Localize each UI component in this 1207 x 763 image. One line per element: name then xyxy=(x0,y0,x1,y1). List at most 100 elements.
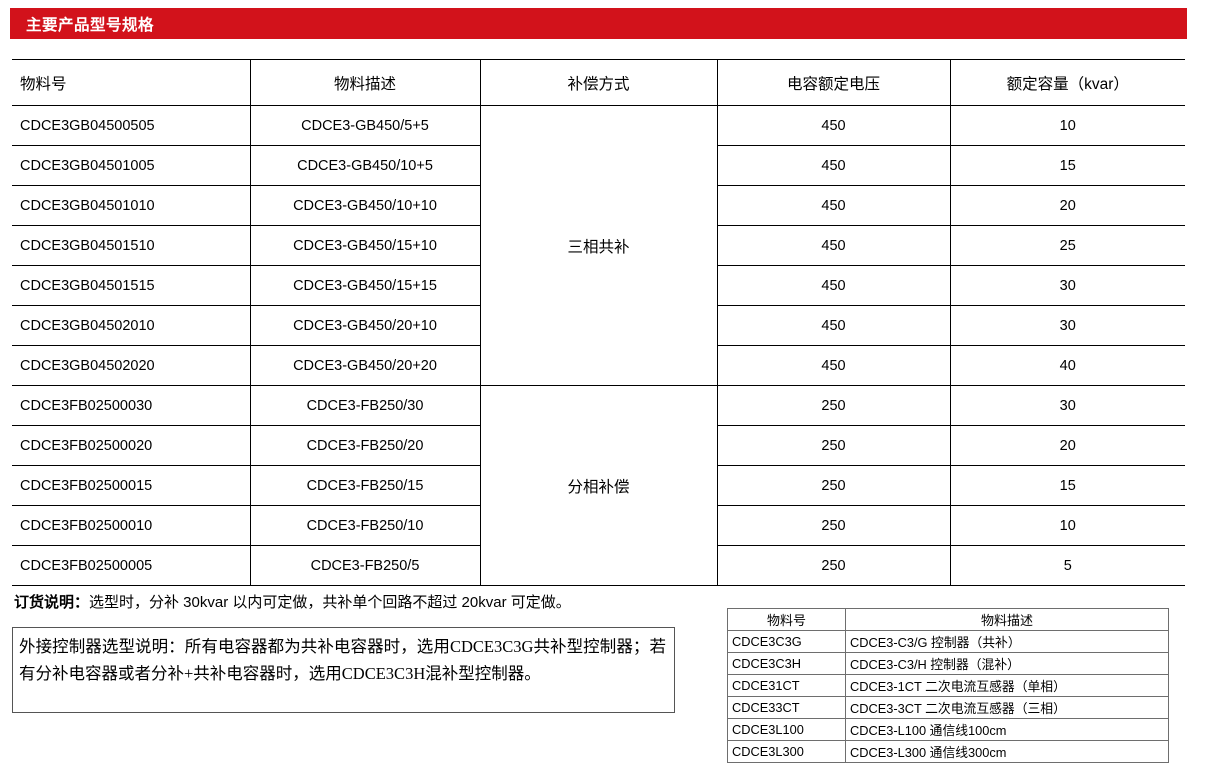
cell-material-desc: CDCE3-FB250/30 xyxy=(250,385,481,426)
accessories-table-body: CDCE3C3G CDCE3-C3/G 控制器（共补） CDCE3C3H CDCE3-… xyxy=(727,630,1169,763)
table-row: CDCE3C3H CDCE3-C3/H 控制器（混补） xyxy=(727,652,1169,675)
cell-rated-voltage: 450 xyxy=(717,105,951,146)
column-header-rated-capacity: 额定容量（kvar） xyxy=(950,59,1185,106)
cell-material-desc: CDCE3-FB250/15 xyxy=(250,465,481,506)
table-row: CDCE3L300 CDCE3-L300 通信线300cm xyxy=(727,740,1169,763)
cell-material-code: CDCE3GB04501010 xyxy=(12,185,251,226)
column-header-rated-voltage: 电容额定电压 xyxy=(717,59,951,106)
cell-accessory-code: CDCE31CT xyxy=(727,674,846,697)
cell-material-code: CDCE3FB02500015 xyxy=(12,465,251,506)
ordering-note: 订货说明：选型时，分补 30kvar 以内可定做，共补单个回路不超过 20kva… xyxy=(14,591,571,612)
table-row: CDCE3FB02500030 CDCE3-FB250/30 分相补偿 250 30 xyxy=(12,385,1185,586)
cell-material-desc: CDCE3-GB450/20+10 xyxy=(250,305,481,346)
cell-material-code: CDCE3GB04501005 xyxy=(12,145,251,186)
cell-rated-voltage: 450 xyxy=(717,185,951,226)
cell-material-desc: CDCE3-GB450/5+5 xyxy=(250,105,481,146)
cell-rated-voltage: 450 xyxy=(717,305,951,346)
cell-rated-capacity: 40 xyxy=(950,345,1185,386)
controller-selection-note: 外接控制器选型说明：所有电容器都为共补电容器时，选用CDCE3C3G共补型控制器… xyxy=(12,627,675,713)
cell-rated-voltage: 450 xyxy=(717,265,951,306)
table-row: CDCE3L100 CDCE3-L100 通信线100cm xyxy=(727,718,1169,741)
cell-material-code: CDCE3FB02500010 xyxy=(12,505,251,546)
cell-material-desc: CDCE3-FB250/10 xyxy=(250,505,481,546)
cell-rated-voltage: 250 xyxy=(717,425,951,466)
column-header-material-desc: 物料描述 xyxy=(250,59,481,106)
spec-table-body: CDCE3GB04500505 CDCE3-GB450/5+5 三相共补 450 10 C… xyxy=(12,105,1185,586)
cell-material-code: CDCE3GB04501510 xyxy=(12,225,251,266)
cell-rated-voltage: 250 xyxy=(717,505,951,546)
cell-material-code: CDCE3GB04501515 xyxy=(12,265,251,306)
cell-accessory-code: CDCE33CT xyxy=(727,696,846,719)
cell-rated-voltage: 450 xyxy=(717,145,951,186)
column-header-material-code: 物料号 xyxy=(12,59,251,106)
table-row: CDCE3FB02500015 CDCE3-FB250/15 250 15 xyxy=(12,465,1185,506)
table-row: CDCE3FB02500020 CDCE3-FB250/20 250 20 xyxy=(12,425,1185,466)
cell-compensation-mode: 分相补偿 xyxy=(480,385,718,586)
table-row: CDCE3FB02500010 CDCE3-FB250/10 250 10 xyxy=(12,505,1185,546)
accessories-table: 物料号 物料描述 CDCE3C3G CDCE3-C3/G 控制器（共补） CDCE3… xyxy=(727,608,1169,763)
cell-accessory-desc: CDCE3-C3/G 控制器（共补） xyxy=(845,630,1169,653)
cell-material-desc: CDCE3-GB450/20+20 xyxy=(250,345,481,386)
cell-rated-capacity: 5 xyxy=(950,545,1185,586)
cell-material-code: CDCE3GB04502010 xyxy=(12,305,251,346)
cell-material-code: CDCE3GB04502020 xyxy=(12,345,251,386)
cell-accessory-code: CDCE3L300 xyxy=(727,740,846,763)
cell-rated-capacity: 15 xyxy=(950,465,1185,506)
cell-rated-voltage: 250 xyxy=(717,385,951,426)
table-row: CDCE33CT CDCE3-3CT 二次电流互感器（三相） xyxy=(727,696,1169,719)
table-row: CDCE3GB04502010 CDCE3-GB450/20+10 450 30 xyxy=(12,305,1185,346)
cell-rated-voltage: 450 xyxy=(717,225,951,266)
cell-rated-capacity: 10 xyxy=(950,105,1185,146)
table-row: CDCE3GB04501510 CDCE3-GB450/15+10 450 25 xyxy=(12,225,1185,266)
cell-accessory-code: CDCE3C3H xyxy=(727,652,846,675)
cell-compensation-mode: 三相共补 xyxy=(480,105,718,386)
table-row: CDCE3GB04501010 CDCE3-GB450/10+10 450 20 xyxy=(12,185,1185,226)
table-row: CDCE31CT CDCE3-1CT 二次电流互感器（单相） xyxy=(727,674,1169,697)
cell-accessory-desc: CDCE3-3CT 二次电流互感器（三相） xyxy=(845,696,1169,719)
spec-table-header: 物料号 物料描述 补偿方式 电容额定电压 额定容量（kvar） xyxy=(12,59,1185,106)
column-header-accessory-desc: 物料描述 xyxy=(845,608,1169,631)
cell-accessory-desc: CDCE3-L300 通信线300cm xyxy=(845,740,1169,763)
accessories-table-header: 物料号 物料描述 xyxy=(727,608,1169,631)
cell-rated-capacity: 30 xyxy=(950,385,1185,426)
column-header-compensation-mode: 补偿方式 xyxy=(480,59,718,106)
cell-rated-capacity: 10 xyxy=(950,505,1185,546)
table-row: CDCE3GB04501005 CDCE3-GB450/10+5 450 15 xyxy=(12,145,1185,186)
cell-rated-voltage: 450 xyxy=(717,345,951,386)
table-row: CDCE3GB04500505 CDCE3-GB450/5+5 三相共补 450 10 xyxy=(12,105,1185,386)
page-title: 主要产品型号规格 xyxy=(26,16,155,34)
cell-accessory-code: CDCE3C3G xyxy=(727,630,846,653)
ordering-note-label: 订货说明： xyxy=(14,594,90,611)
cell-material-code: CDCE3FB02500020 xyxy=(12,425,251,466)
cell-material-code: CDCE3GB04500505 xyxy=(12,105,251,146)
table-header-row: 物料号 物料描述 补偿方式 电容额定电压 额定容量（kvar） xyxy=(12,59,1185,106)
cell-material-desc: CDCE3-GB450/10+10 xyxy=(250,185,481,226)
cell-rated-capacity: 20 xyxy=(950,185,1185,226)
cell-accessory-desc: CDCE3-C3/H 控制器（混补） xyxy=(845,652,1169,675)
table-row: CDCE3C3G CDCE3-C3/G 控制器（共补） xyxy=(727,630,1169,653)
cell-material-desc: CDCE3-FB250/5 xyxy=(250,545,481,586)
cell-material-desc: CDCE3-GB450/10+5 xyxy=(250,145,481,186)
section-header-bar: 主要产品型号规格 xyxy=(10,8,1187,39)
cell-accessory-desc: CDCE3-L100 通信线100cm xyxy=(845,718,1169,741)
cell-material-desc: CDCE3-GB450/15+10 xyxy=(250,225,481,266)
cell-material-desc: CDCE3-GB450/15+15 xyxy=(250,265,481,306)
table-header-row: 物料号 物料描述 xyxy=(727,608,1169,631)
column-header-accessory-code: 物料号 xyxy=(727,608,846,631)
ordering-note-text: 选型时，分补 30kvar 以内可定做，共补单个回路不超过 20kvar 可定做… xyxy=(89,594,571,611)
cell-rated-capacity: 30 xyxy=(950,305,1185,346)
cell-accessory-desc: CDCE3-1CT 二次电流互感器（单相） xyxy=(845,674,1169,697)
cell-material-desc: CDCE3-FB250/20 xyxy=(250,425,481,466)
cell-rated-voltage: 250 xyxy=(717,465,951,506)
cell-material-code: CDCE3FB02500005 xyxy=(12,545,251,586)
cell-rated-capacity: 30 xyxy=(950,265,1185,306)
cell-material-code: CDCE3FB02500030 xyxy=(12,385,251,426)
specification-table: 物料号 物料描述 补偿方式 电容额定电压 额定容量（kvar） CDCE3GB0… xyxy=(12,59,1185,586)
cell-rated-capacity: 20 xyxy=(950,425,1185,466)
cell-rated-capacity: 15 xyxy=(950,145,1185,186)
cell-accessory-code: CDCE3L100 xyxy=(727,718,846,741)
table-row: CDCE3GB04502020 CDCE3-GB450/20+20 450 40 xyxy=(12,345,1185,386)
table-row: CDCE3FB02500005 CDCE3-FB250/5 250 5 xyxy=(12,545,1185,586)
table-row: CDCE3GB04501515 CDCE3-GB450/15+15 450 30 xyxy=(12,265,1185,306)
cell-rated-voltage: 250 xyxy=(717,545,951,586)
